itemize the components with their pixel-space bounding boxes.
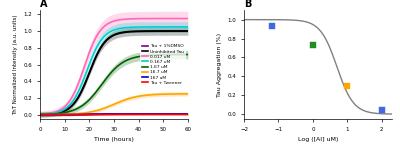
Point bbox=[310, 44, 316, 46]
Point bbox=[344, 85, 350, 87]
Point bbox=[378, 109, 385, 111]
Point bbox=[268, 25, 275, 27]
X-axis label: Log ([AI] uM): Log ([AI] uM) bbox=[298, 137, 338, 142]
X-axis label: Time (hours): Time (hours) bbox=[94, 137, 134, 142]
Y-axis label: ThT Normalized Intensity (a.u. units): ThT Normalized Intensity (a.u. units) bbox=[13, 14, 18, 115]
Legend: Tau + 1%DMSO, Uninhibited Tau, 0.017 uM, 0.167 uM, 1.67 uM, 16.7 uM, 167 uM, Tau: Tau + 1%DMSO, Uninhibited Tau, 0.017 uM,… bbox=[140, 42, 186, 87]
Text: B: B bbox=[244, 0, 252, 9]
Text: A: A bbox=[40, 0, 48, 9]
Y-axis label: Tau Aggregation (%): Tau Aggregation (%) bbox=[217, 32, 222, 97]
